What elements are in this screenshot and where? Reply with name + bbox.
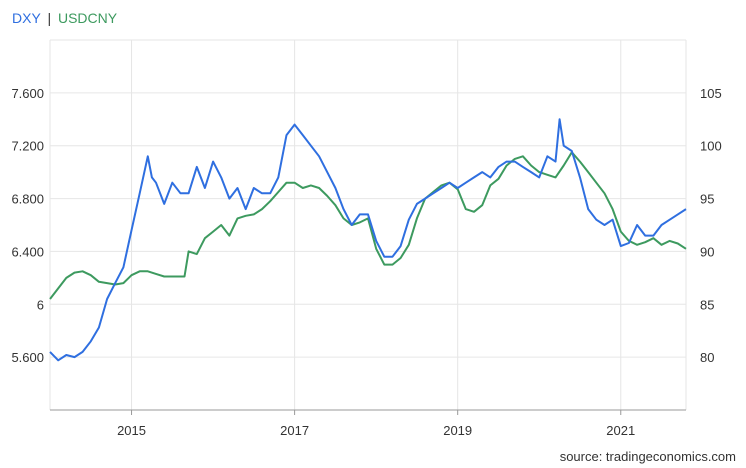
left-axis-tick-label: 5.600 <box>11 350 44 365</box>
x-axis-tick-label: 2017 <box>280 423 309 438</box>
right-axis-tick-label: 80 <box>700 350 714 365</box>
source-credit: source: tradingeconomics.com <box>559 449 736 464</box>
right-axis-tick-label: 85 <box>700 297 714 312</box>
left-axis-tick-label: 6.400 <box>11 244 44 259</box>
chart-legend: DXY | USDCNY <box>12 10 117 26</box>
legend-usdcny[interactable]: USDCNY <box>57 10 118 26</box>
right-axis-tick-label: 105 <box>700 86 722 101</box>
series-line-dxy <box>49 118 687 362</box>
x-axis-tick-label: 2015 <box>117 423 146 438</box>
left-axis-tick-label: 6.800 <box>11 192 44 207</box>
left-axis-tick-label: 7.200 <box>11 139 44 154</box>
left-axis-tick-label: 7.600 <box>11 86 44 101</box>
series-line-usdcny <box>49 151 687 300</box>
x-axis-tick-label: 2019 <box>443 423 472 438</box>
right-axis-tick-label: 100 <box>700 139 722 154</box>
legend-separator: | <box>47 10 52 26</box>
right-axis-tick-label: 90 <box>700 244 714 259</box>
left-axis-tick-label: 6 <box>37 297 44 312</box>
x-axis-tick-label: 2021 <box>606 423 635 438</box>
right-axis-tick-label: 95 <box>700 192 714 207</box>
legend-dxy[interactable]: DXY <box>12 10 41 26</box>
